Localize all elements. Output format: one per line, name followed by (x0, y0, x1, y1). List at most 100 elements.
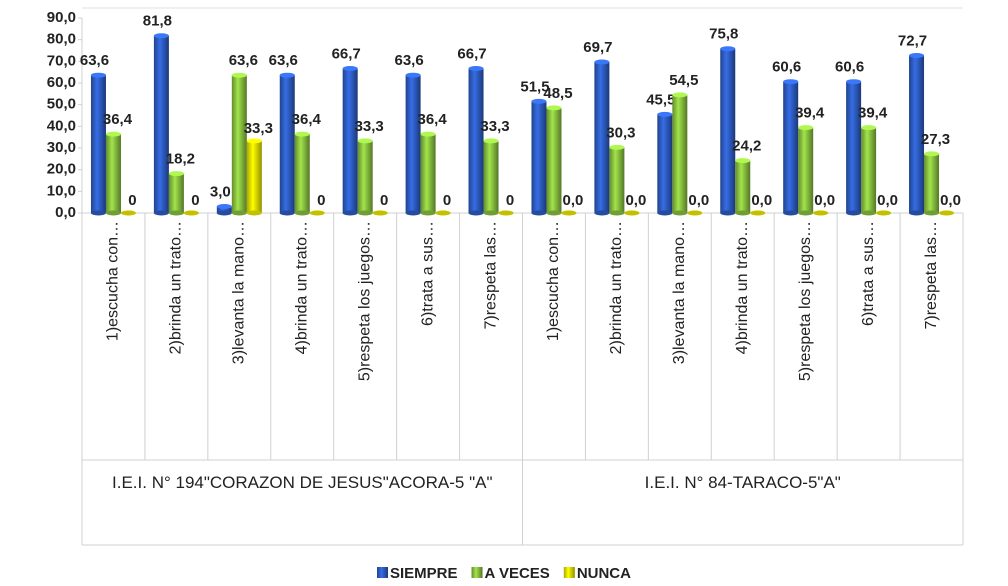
bar (468, 68, 484, 213)
x-tick-label: 7)respeta las… (923, 221, 940, 330)
bar (720, 48, 736, 214)
bar-cap (153, 33, 169, 39)
bar (798, 127, 814, 213)
bar-base (153, 210, 169, 216)
bar-cap (168, 171, 184, 177)
bar (405, 75, 421, 213)
bar-cap (720, 46, 736, 52)
bar-cap (546, 105, 562, 111)
value-label: 75,8 (709, 26, 738, 43)
bar-base (624, 210, 640, 216)
bar (357, 140, 373, 213)
y-tick-label: 0,0 (55, 204, 76, 221)
bar-cap (531, 98, 547, 104)
bar-base (594, 210, 610, 216)
bar-cap (483, 138, 499, 144)
x-tick-label: 4)brinda un trato… (734, 221, 751, 354)
value-label: 0 (191, 192, 199, 209)
bar-base (183, 210, 199, 216)
bar-cap (405, 72, 421, 78)
bar (216, 206, 232, 213)
bar-cap (357, 138, 373, 144)
bar-base (924, 210, 940, 216)
bar-cap (594, 59, 610, 65)
legend-swatch (563, 567, 575, 578)
bar (246, 140, 262, 213)
bar (90, 75, 106, 213)
bar (231, 75, 247, 213)
bar-base (168, 210, 184, 216)
value-label: 0,0 (877, 192, 898, 209)
bar (672, 94, 688, 213)
x-tick-label: 2)brinda un trato… (608, 221, 625, 354)
bar-cap (216, 204, 232, 209)
y-tick-label: 20,0 (47, 161, 76, 178)
bar-base (609, 210, 625, 216)
bar (909, 55, 925, 213)
x-tick-label: 6)trata a sus… (860, 221, 877, 326)
legend-swatch (377, 567, 389, 578)
bar (342, 68, 358, 213)
bar-base (498, 210, 514, 216)
bar-cap (294, 131, 310, 137)
bar-base (483, 210, 499, 216)
bar-base (846, 210, 862, 216)
bar (735, 160, 751, 213)
value-label: 36,4 (103, 111, 133, 128)
bar-cap (342, 65, 358, 71)
bar-base (798, 210, 814, 216)
value-label: 66,7 (332, 45, 361, 62)
bar-cap (924, 151, 940, 157)
value-label: 39,4 (858, 105, 888, 122)
value-label: 60,6 (772, 59, 801, 76)
value-label: 0,0 (751, 192, 772, 209)
value-label: 0,0 (814, 192, 835, 209)
bar-base (750, 210, 766, 216)
bar-base (939, 210, 955, 216)
bar-base (216, 210, 232, 216)
group-label: I.E.I. N° 194"CORAZON DE JESUS"ACORA-5 "… (112, 473, 493, 492)
value-label: 3,0 (210, 183, 231, 200)
value-label: 33,3 (480, 118, 509, 135)
value-label: 69,7 (583, 39, 612, 56)
value-label: 0,0 (688, 192, 709, 209)
bar-cap (735, 158, 751, 164)
bar-base (672, 210, 688, 216)
y-tick-label: 80,0 (47, 31, 76, 48)
bar-base (876, 210, 892, 216)
bar (861, 127, 877, 213)
legend-label: A VECES (485, 565, 550, 582)
bar-cap (609, 144, 625, 150)
bar-cap (420, 131, 436, 137)
bar-base (246, 210, 262, 216)
bar-cap (783, 79, 799, 85)
value-label: 36,4 (418, 111, 448, 128)
bar (483, 140, 499, 213)
bar (279, 75, 295, 213)
bar-cap (846, 79, 862, 85)
value-label: 0,0 (563, 192, 584, 209)
bar-base (372, 210, 388, 216)
y-tick-label: 10,0 (47, 182, 76, 199)
value-label: 33,3 (355, 118, 384, 135)
bar (783, 81, 799, 213)
bar-base (783, 210, 799, 216)
bar-base (357, 210, 373, 216)
bar-base (531, 210, 547, 216)
value-label: 24,2 (732, 138, 761, 155)
group-label-box: I.E.I. N° 84-TARACO-5"A" (645, 473, 841, 492)
x-tick-label: 5)respeta los juegos… (356, 221, 373, 381)
bar-base (435, 210, 451, 216)
bar-base (561, 210, 577, 216)
value-label: 72,7 (898, 32, 927, 49)
value-label: 63,6 (269, 52, 298, 69)
bar-base (546, 210, 562, 216)
x-tick-label: 6)trata a sus… (419, 221, 436, 326)
x-tick-label: 3)levanta la mano… (231, 221, 248, 364)
x-tick-label: 7)respeta las… (482, 221, 499, 330)
bar-cap (672, 92, 688, 98)
value-label: 0 (506, 192, 514, 209)
legend-label: NUNCA (577, 565, 631, 582)
bar (420, 134, 436, 213)
bar-cap (798, 125, 814, 131)
